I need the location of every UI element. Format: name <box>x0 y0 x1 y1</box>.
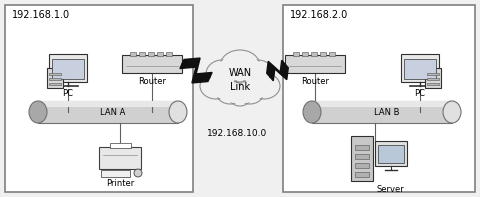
Bar <box>425 68 441 88</box>
Bar <box>293 52 299 56</box>
Ellipse shape <box>443 101 461 123</box>
Ellipse shape <box>248 73 280 99</box>
Bar <box>47 68 63 88</box>
Bar <box>38 101 178 123</box>
Bar <box>52 59 84 79</box>
Bar <box>401 54 439 82</box>
Circle shape <box>134 169 142 177</box>
Bar <box>355 145 369 150</box>
Ellipse shape <box>202 74 230 98</box>
Text: Router: Router <box>138 77 166 86</box>
Ellipse shape <box>243 61 273 86</box>
Bar <box>378 145 404 163</box>
Bar <box>312 101 452 107</box>
Text: LAN B: LAN B <box>374 108 400 116</box>
Text: PC: PC <box>62 89 73 98</box>
Ellipse shape <box>207 61 237 86</box>
Bar <box>101 170 131 177</box>
Ellipse shape <box>238 82 263 102</box>
Ellipse shape <box>216 80 244 104</box>
Text: WAN
Link: WAN Link <box>228 68 252 92</box>
Bar <box>5 5 193 192</box>
Bar <box>130 52 136 56</box>
Bar <box>351 136 373 181</box>
Bar <box>122 55 182 73</box>
Ellipse shape <box>303 101 321 123</box>
Polygon shape <box>180 58 212 83</box>
Bar <box>404 59 436 79</box>
Bar <box>427 83 439 85</box>
Text: Server: Server <box>376 185 404 194</box>
Ellipse shape <box>236 80 264 104</box>
Text: Printer: Printer <box>106 179 134 188</box>
Bar <box>427 73 439 75</box>
Bar <box>49 73 61 75</box>
Ellipse shape <box>217 82 242 102</box>
Bar <box>311 52 317 56</box>
Bar <box>148 52 154 56</box>
Bar <box>375 141 407 166</box>
Bar <box>355 163 369 168</box>
Ellipse shape <box>200 73 232 99</box>
Text: 192.168.1.0: 192.168.1.0 <box>12 10 70 20</box>
Bar <box>139 52 145 56</box>
Ellipse shape <box>242 60 274 88</box>
Bar <box>49 54 87 82</box>
Bar <box>283 5 475 192</box>
Bar <box>157 52 163 56</box>
Text: 192.168.10.0: 192.168.10.0 <box>207 129 267 138</box>
Bar <box>99 147 141 169</box>
Bar <box>320 52 326 56</box>
Ellipse shape <box>220 50 260 82</box>
Bar <box>166 52 172 56</box>
Bar <box>109 143 131 148</box>
Bar <box>285 55 345 73</box>
Text: Router: Router <box>301 77 329 86</box>
Text: 192.168.2.0: 192.168.2.0 <box>290 10 348 20</box>
Bar <box>38 101 178 107</box>
Ellipse shape <box>169 101 187 123</box>
Text: LAN A: LAN A <box>100 108 126 116</box>
Bar <box>355 154 369 159</box>
Ellipse shape <box>206 60 238 88</box>
Ellipse shape <box>29 101 47 123</box>
Bar <box>49 83 61 85</box>
Ellipse shape <box>229 85 251 104</box>
Polygon shape <box>267 60 288 81</box>
Bar <box>302 52 308 56</box>
Bar <box>49 78 61 80</box>
Ellipse shape <box>221 51 259 81</box>
Bar <box>355 172 369 177</box>
Ellipse shape <box>228 84 252 106</box>
Text: PC: PC <box>415 89 425 98</box>
Bar <box>329 52 335 56</box>
Bar <box>312 101 452 123</box>
Bar <box>427 78 439 80</box>
Ellipse shape <box>250 74 278 98</box>
